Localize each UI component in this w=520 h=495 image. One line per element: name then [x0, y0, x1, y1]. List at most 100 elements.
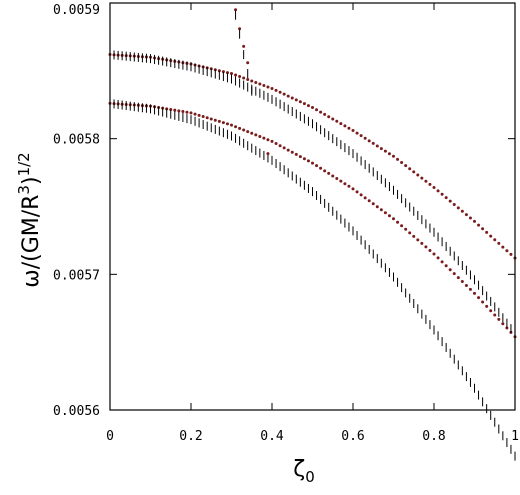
data-point: [278, 144, 282, 148]
data-point: [355, 131, 359, 135]
series-5: [235, 10, 253, 96]
data-point: [230, 72, 233, 76]
data-point: [319, 166, 323, 170]
x-tick-label: 0.4: [260, 429, 284, 444]
data-point: [217, 69, 221, 73]
data-point: [298, 100, 302, 104]
data-point: [339, 179, 343, 183]
data-point: [274, 142, 278, 146]
data-point: [234, 8, 238, 12]
series-3: [109, 98, 516, 461]
data-point: [327, 115, 331, 119]
data-point: [383, 211, 387, 215]
y-tick-label: 0.0058: [53, 133, 100, 148]
data-point: [460, 280, 464, 284]
data-point: [315, 164, 319, 168]
data-point: [473, 219, 476, 223]
data-point: [335, 177, 339, 181]
plot-marks: [108, 8, 517, 461]
data-point: [246, 130, 250, 134]
data-point: [181, 110, 185, 114]
data-point: [481, 300, 485, 304]
data-point: [323, 169, 327, 173]
data-point: [396, 157, 400, 161]
data-point: [193, 112, 197, 116]
data-point: [456, 206, 460, 210]
data-point: [185, 110, 189, 114]
data-point: [230, 123, 233, 127]
data-point: [412, 170, 416, 174]
data-point: [197, 113, 201, 117]
data-point: [302, 102, 306, 106]
axis-ticks: [109, 2, 516, 411]
data-point: [177, 109, 181, 113]
data-point: [286, 148, 290, 152]
data-point: [302, 157, 306, 161]
data-point: [311, 161, 314, 165]
data-point: [460, 209, 464, 213]
data-point: [274, 88, 278, 92]
data-point: [311, 105, 314, 109]
data-point: [335, 119, 339, 123]
data-point: [278, 90, 282, 94]
data-point: [489, 309, 493, 313]
tick-labels: 0 0.2 0.4 0.6 0.8 1 0.0056 0.0057 0.0058 0.0059: [53, 3, 519, 444]
data-point: [420, 176, 424, 180]
data-point: [205, 116, 209, 120]
data-point: [485, 230, 489, 234]
series-4: [234, 8, 270, 156]
data-point: [351, 187, 355, 191]
data-point: [371, 202, 375, 206]
data-point: [444, 196, 448, 200]
data-point: [262, 83, 266, 87]
data-point: [497, 317, 501, 321]
x-tick-label: 0.2: [179, 429, 202, 444]
data-point: [270, 86, 274, 90]
data-point: [420, 241, 424, 245]
data-point: [242, 128, 246, 132]
data-point: [363, 196, 367, 200]
data-point: [428, 248, 432, 252]
data-point: [266, 152, 270, 156]
data-point: [331, 117, 335, 121]
data-point: [396, 220, 400, 224]
data-point: [266, 138, 270, 142]
data-point: [306, 104, 310, 108]
data-point: [456, 276, 460, 280]
data-point: [367, 139, 371, 143]
data-point: [246, 78, 250, 82]
data-point: [347, 184, 351, 188]
data-point: [432, 186, 436, 190]
data-point: [408, 231, 412, 235]
data-point: [225, 71, 229, 75]
data-point: [209, 117, 213, 121]
y-tick-label: 0.0056: [53, 404, 100, 419]
series-2: [109, 50, 516, 339]
data-point: [505, 249, 509, 253]
data-point: [290, 150, 294, 154]
data-point: [225, 122, 229, 126]
data-point: [501, 245, 505, 249]
series-1: [108, 101, 517, 339]
data-point: [448, 199, 452, 203]
data-point: [286, 94, 290, 98]
data-point: [238, 75, 242, 79]
x-tick-label: 0: [106, 429, 114, 444]
data-point: [468, 216, 472, 220]
data-point: [485, 304, 489, 308]
data-point: [290, 96, 294, 100]
data-point: [416, 238, 420, 242]
data-point: [254, 133, 258, 137]
data-point: [355, 190, 359, 194]
data-point: [392, 154, 395, 158]
data-point: [266, 85, 270, 89]
y-tick-label: 0.0059: [53, 3, 100, 18]
data-point: [464, 213, 468, 217]
data-point: [416, 173, 420, 177]
data-point: [464, 283, 468, 287]
data-point: [254, 81, 258, 85]
data-point: [412, 234, 416, 238]
data-point: [383, 149, 387, 153]
data-point: [424, 245, 428, 249]
data-point: [221, 70, 225, 74]
